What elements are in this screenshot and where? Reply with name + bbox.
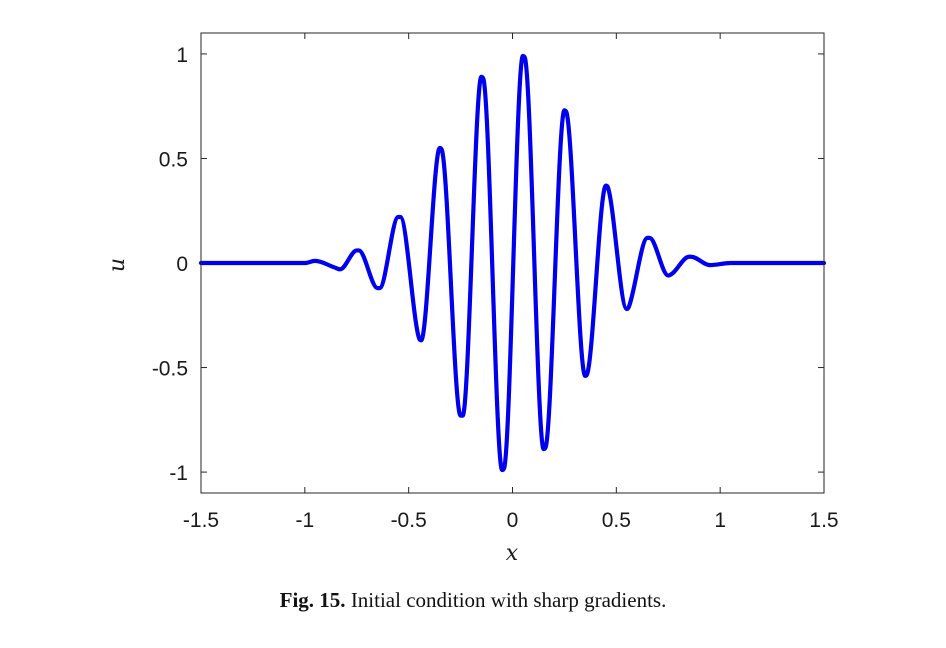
y-tick-label: 0.5 bbox=[159, 148, 188, 171]
y-tick-labels: 1 0.5 0 -0.5 -1 bbox=[152, 44, 188, 485]
x-tick-label: 1 bbox=[714, 509, 726, 532]
x-tick-labels: -1.5 -1 -0.5 0 0.5 1 1.5 bbox=[183, 509, 839, 532]
x-axis-label: x bbox=[506, 541, 519, 566]
x-tick-label: -1 bbox=[295, 509, 314, 532]
y-axis-label: u bbox=[105, 258, 130, 272]
plot-frame bbox=[200, 32, 825, 494]
x-tick-label: 1.5 bbox=[809, 509, 838, 532]
x-tick-label: -1.5 bbox=[183, 509, 219, 532]
y-tick-label: -1 bbox=[169, 462, 188, 485]
x-tick-label: -0.5 bbox=[391, 509, 427, 532]
caption-text: Initial condition with sharp gradients. bbox=[350, 588, 667, 612]
y-tick-label: -0.5 bbox=[152, 358, 188, 381]
x-tick-label: 0.5 bbox=[602, 509, 631, 532]
y-tick-label: 0 bbox=[176, 253, 188, 276]
caption-label: Fig. 15. bbox=[279, 588, 346, 612]
x-tick-label: 0 bbox=[507, 509, 519, 532]
series-line bbox=[198, 53, 827, 473]
figure-caption: Fig. 15. Initial condition with sharp gr… bbox=[0, 588, 946, 613]
y-tick-label: 1 bbox=[176, 44, 188, 67]
